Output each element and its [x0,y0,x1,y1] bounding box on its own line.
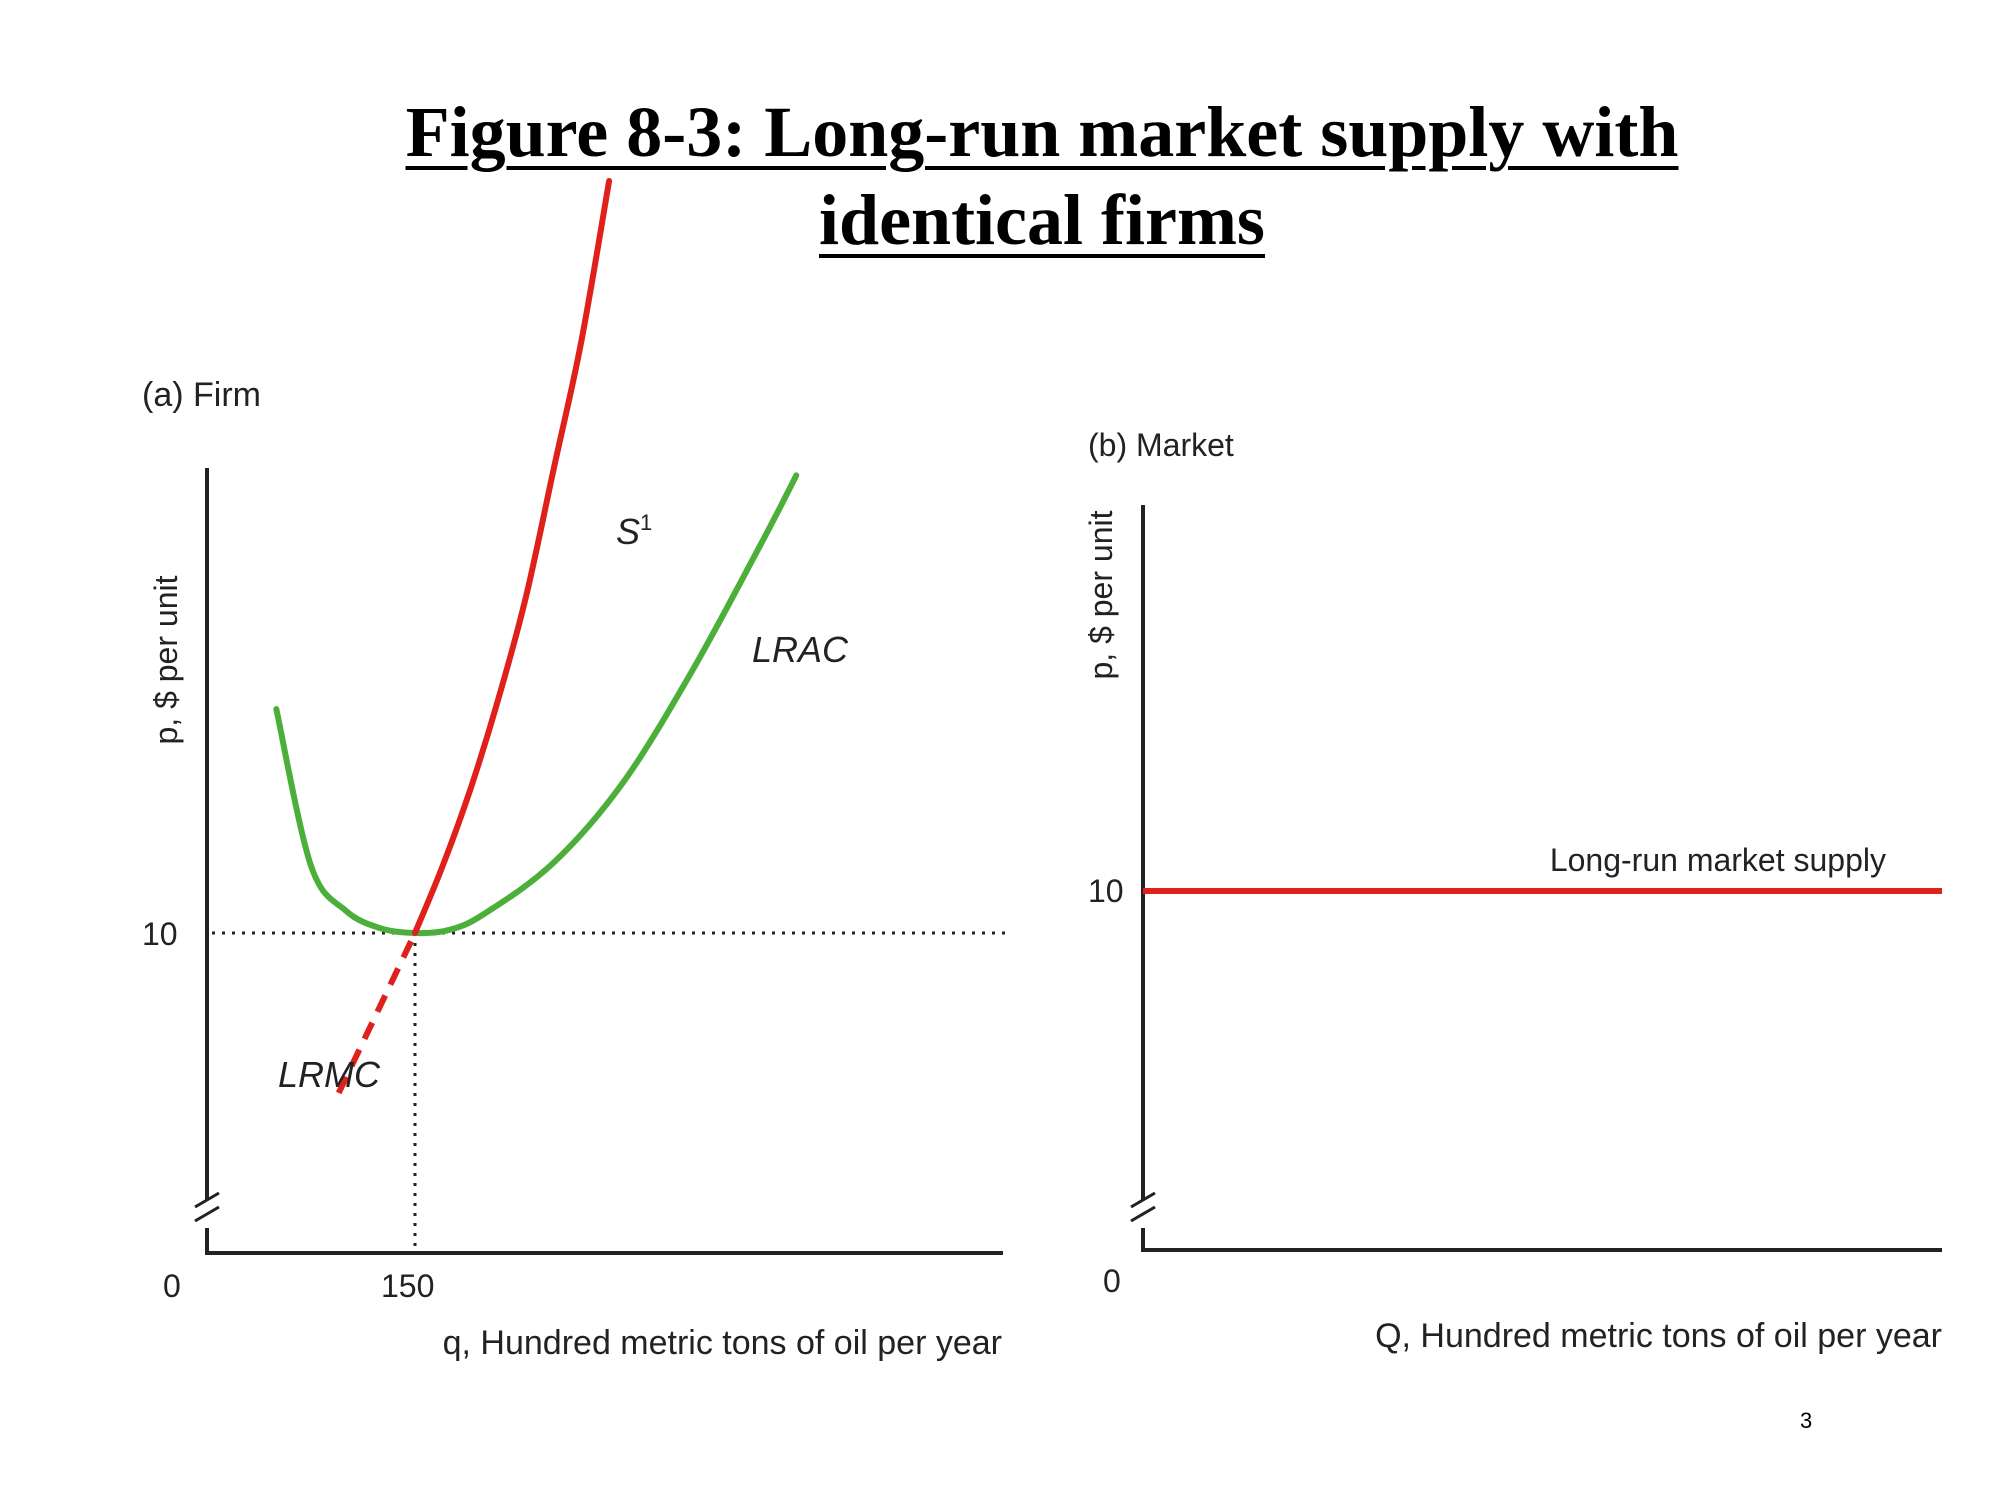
page-number: 3 [1800,1408,1813,1433]
firm-y-axis-label: p, $ per unit [148,575,184,744]
firm-axis-break-mark-1 [194,1191,220,1209]
firm-y-tick-10: 10 [142,916,178,952]
market-x-tick-0: 0 [1103,1263,1121,1299]
s1-supply-curve [412,178,613,936]
market-axis-break-mark-2 [1130,1205,1156,1223]
lrmc-curve-label: LRMC [278,1054,381,1095]
firm-axis-break-mark-2 [194,1205,220,1223]
firm-panel: (a) Firm 10 0 150 q, Hundred metric tons… [142,178,1012,1362]
market-panel-label: (b) Market [1088,427,1234,463]
firm-panel-label: (a) Firm [142,376,261,414]
s1-curve-label: S1 [616,510,652,552]
market-y-tick-10: 10 [1088,873,1124,909]
market-y-axis-label: p, $ per unit [1083,510,1119,679]
market-axis-break-mark-1 [1130,1191,1156,1209]
lrac-curve [273,472,800,937]
title-line-1: Figure 8-3: Long-run market supply with [405,92,1679,172]
firm-x-tick-150: 150 [381,1268,434,1304]
title-line-2: identical firms [819,180,1265,260]
slide-title: Figure 8-3: Long-run market supply with … [0,88,2000,264]
market-x-axis-label: Q, Hundred metric tons of oil per year [1375,1317,1942,1355]
lrmc-dashed-curve [335,931,418,1095]
lrac-curve-label: LRAC [752,629,849,670]
firm-x-axis-label: q, Hundred metric tons of oil per year [443,1324,1002,1362]
long-run-market-supply-label: Long-run market supply [1550,842,1886,878]
firm-x-tick-0: 0 [163,1268,181,1304]
market-panel: (b) Market 10 0 Q, Hundred metric tons o… [1083,427,1942,1355]
